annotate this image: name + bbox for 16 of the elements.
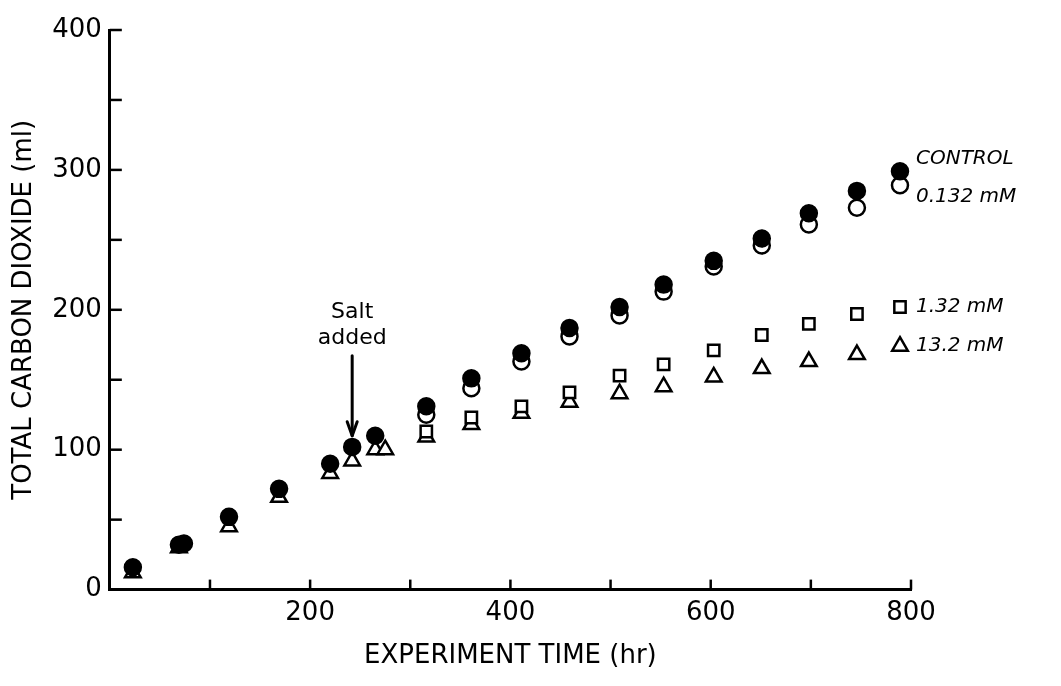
series-label: 1.32 mM (915, 293, 1004, 318)
y-tick-label: 0 (85, 572, 102, 603)
y-tick-label: 300 (52, 152, 102, 183)
x-tick-label: 800 (886, 595, 936, 626)
x-tick-label: 600 (685, 595, 736, 626)
x-tick-label: 200 (285, 595, 335, 626)
y-tick-label: 400 (52, 12, 102, 43)
y-tick-label: 200 (52, 292, 102, 323)
x-tick-label: 400 (485, 595, 536, 626)
x-axis-title: EXPERIMENT TIME (hr) (364, 639, 657, 670)
series-label: 13.2 mM (915, 332, 1004, 357)
series-label: CONTROL (915, 145, 1014, 170)
annotation: Salt added (317, 297, 387, 349)
series-label: 0.132 mM (915, 183, 1017, 208)
y-tick-label: 100 (52, 432, 102, 463)
y-axis-title: TOTAL CARBON DIOXIDE (ml) (7, 119, 38, 501)
